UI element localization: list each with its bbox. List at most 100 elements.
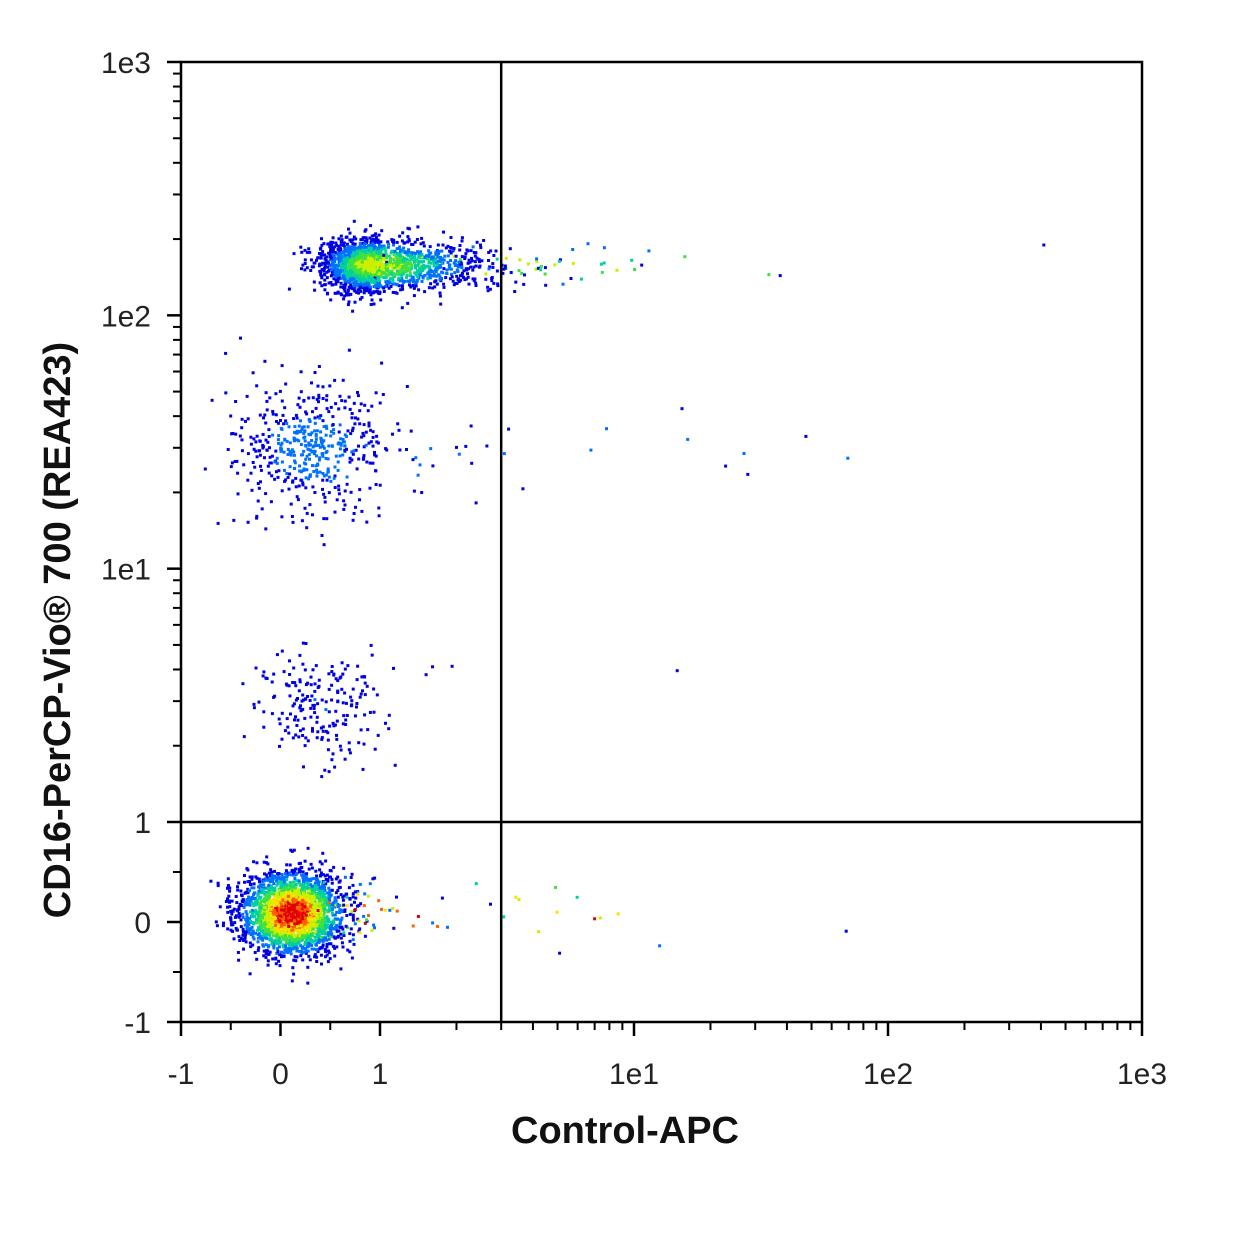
event-point: [323, 288, 327, 292]
event-point: [408, 274, 412, 278]
event-point: [319, 935, 323, 939]
event-point: [315, 880, 319, 884]
event-point: [354, 505, 357, 509]
event-point: [686, 437, 690, 441]
event-point: [365, 239, 369, 243]
event-point: [352, 219, 356, 223]
event-point: [377, 514, 381, 518]
event-point: [303, 905, 307, 909]
event-point: [308, 474, 312, 478]
event-point: [270, 929, 274, 932]
event-point: [262, 416, 265, 420]
event-point: [337, 274, 341, 278]
event-point: [282, 877, 285, 881]
event-point: [282, 951, 286, 955]
event-point: [454, 254, 458, 258]
event-point: [640, 263, 644, 267]
event-point: [464, 444, 468, 448]
event-point: [378, 259, 381, 263]
event-point: [409, 255, 412, 259]
event-point: [309, 269, 313, 272]
event-point: [403, 250, 407, 254]
event-point: [420, 236, 424, 240]
event-point: [288, 863, 292, 867]
event-point: [395, 263, 399, 267]
event-point: [514, 895, 518, 899]
event-point: [416, 259, 420, 263]
event-point: [361, 269, 365, 273]
event-point: [457, 277, 460, 281]
event-point: [338, 918, 342, 922]
event-point: [279, 914, 282, 918]
event-point: [308, 457, 311, 461]
event-point: [314, 895, 318, 899]
event-point: [429, 261, 433, 265]
event-point: [357, 256, 361, 260]
event-point: [346, 291, 350, 295]
event-point: [285, 931, 289, 935]
event-point: [229, 920, 233, 924]
event-point: [307, 247, 311, 251]
event-point: [357, 284, 361, 288]
event-point: [446, 254, 450, 258]
event-point: [240, 417, 244, 421]
event-point: [248, 972, 252, 976]
event-point: [253, 891, 257, 895]
event-point: [406, 262, 410, 266]
event-point: [352, 942, 356, 946]
event-point: [343, 406, 347, 410]
event-point: [348, 407, 352, 411]
event-point: [268, 396, 272, 400]
event-point: [233, 460, 237, 463]
event-point: [287, 425, 291, 429]
event-point: [306, 447, 310, 451]
event-point: [284, 869, 288, 873]
event-point: [338, 879, 342, 883]
event-point: [316, 933, 320, 937]
event-point: [342, 507, 346, 511]
event-point: [313, 261, 317, 265]
event-point: [343, 257, 347, 261]
event-point: [322, 932, 326, 935]
event-point: [307, 477, 310, 481]
event-point: [282, 875, 286, 879]
event-point: [321, 472, 325, 475]
event-point: [275, 906, 279, 910]
event-point: [337, 430, 341, 434]
event-point: [292, 904, 296, 908]
event-point: [258, 935, 262, 939]
event-point: [339, 281, 343, 285]
event-point: [317, 883, 320, 887]
event-point: [316, 886, 320, 890]
event-point: [295, 416, 299, 420]
event-point: [244, 910, 248, 914]
event-point: [309, 930, 313, 934]
event-point: [372, 268, 376, 272]
event-point: [243, 891, 247, 895]
event-point: [295, 429, 299, 433]
event-point: [264, 917, 268, 921]
event-point: [494, 249, 498, 253]
event-point: [462, 269, 466, 273]
event-point: [517, 269, 521, 273]
event-point: [384, 267, 388, 271]
event-point: [366, 279, 370, 283]
event-point: [339, 243, 343, 247]
event-point: [380, 361, 384, 365]
event-point: [259, 464, 262, 468]
event-point: [263, 886, 267, 890]
event-point: [338, 423, 342, 427]
event-point: [460, 271, 464, 275]
event-point: [330, 240, 334, 244]
event-point: [287, 931, 291, 935]
event-point: [523, 273, 526, 277]
event-point: [322, 937, 326, 941]
event-point: [320, 862, 324, 866]
event-point: [400, 274, 404, 278]
event-point: [309, 862, 313, 866]
event-point: [425, 257, 429, 261]
event-point: [357, 280, 361, 283]
event-point: [365, 259, 369, 263]
event-point: [226, 897, 229, 901]
event-point: [245, 920, 249, 924]
